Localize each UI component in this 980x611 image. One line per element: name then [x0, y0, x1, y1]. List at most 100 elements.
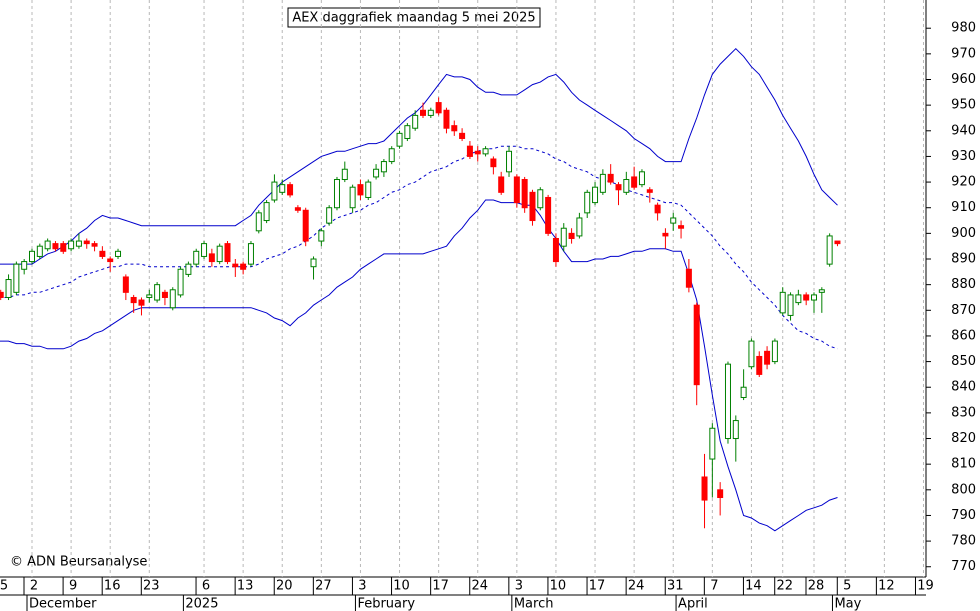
- candle-body: [5, 279, 12, 298]
- candle-body: [341, 168, 348, 181]
- candle-body: [685, 268, 692, 288]
- x-tick-label: 6: [202, 579, 210, 594]
- x-tick-label: 24: [628, 579, 645, 594]
- candle-body: [701, 476, 708, 501]
- candle-body: [662, 232, 669, 237]
- x-tick-label: 28: [808, 579, 825, 594]
- x-tick-label: 10: [550, 579, 567, 594]
- candle-body: [498, 176, 505, 193]
- candle-body: [678, 225, 685, 229]
- y-tick-label: 830: [951, 405, 976, 420]
- x-tick-label: 3: [515, 579, 523, 594]
- y-tick-label: 890: [951, 252, 976, 267]
- y-tick-label: 790: [951, 508, 976, 523]
- candle-body: [333, 179, 340, 209]
- y-tick-label: 820: [951, 431, 976, 446]
- candle-body: [107, 258, 114, 263]
- candle-body: [654, 204, 661, 214]
- y-tick-label: 910: [951, 200, 976, 215]
- y-tick-label: 860: [951, 328, 976, 343]
- candle-body: [459, 132, 466, 139]
- candle-body: [826, 235, 833, 265]
- y-tick-label: 840: [951, 380, 976, 395]
- x-tick-label: 10: [393, 579, 410, 594]
- candle-body: [21, 261, 28, 270]
- candle-body: [310, 258, 317, 268]
- candle-body: [506, 150, 513, 173]
- y-tick-label: 920: [951, 175, 976, 190]
- candle-body: [552, 237, 559, 263]
- candle-body: [537, 189, 544, 209]
- y-tick-label: 980: [951, 21, 976, 36]
- candle-body: [91, 243, 98, 247]
- band-middle: [0, 145, 838, 350]
- candle-body: [216, 245, 223, 263]
- x-tick-label: 31: [667, 579, 684, 594]
- candle-body: [177, 268, 184, 296]
- candle-body: [373, 168, 380, 178]
- candle-body: [724, 363, 731, 440]
- y-tick-label: 960: [951, 72, 976, 87]
- candle-body: [764, 350, 771, 365]
- candle-body: [44, 240, 51, 250]
- x-tick-label: 5: [843, 579, 851, 594]
- candle-body: [138, 299, 145, 306]
- x-tick-label: 22: [776, 579, 793, 594]
- candle-body: [279, 184, 286, 193]
- candle-body: [380, 161, 387, 173]
- candle-body: [615, 184, 622, 191]
- x-tick-label: 2: [30, 579, 38, 594]
- candle-body: [247, 243, 254, 265]
- candle-body: [52, 243, 59, 250]
- month-label: February: [357, 597, 415, 611]
- x-tick-label: 19: [917, 579, 934, 594]
- candle-body: [599, 173, 606, 193]
- candle-body: [638, 171, 645, 186]
- candle-body: [576, 217, 583, 237]
- candle-body: [529, 191, 536, 222]
- candle-body: [631, 176, 638, 188]
- x-tick-label: 7: [710, 579, 718, 594]
- candle-body: [349, 186, 356, 209]
- candle-body: [388, 148, 395, 163]
- candle-body: [36, 245, 43, 257]
- candle-body: [357, 184, 364, 196]
- x-tick-label: 16: [104, 579, 121, 594]
- candle-body: [263, 202, 270, 222]
- candle-body: [607, 173, 614, 183]
- candle-body: [521, 179, 528, 209]
- candle-body: [161, 291, 168, 298]
- candle-body: [779, 291, 786, 314]
- x-tick-label: 5: [0, 579, 8, 594]
- candle-body: [75, 240, 82, 247]
- x-tick-label: 12: [878, 579, 895, 594]
- candle-body: [482, 148, 489, 155]
- month-label: April: [678, 597, 708, 611]
- x-tick-label: 24: [471, 579, 488, 594]
- candle-body: [122, 276, 129, 293]
- y-tick-label: 950: [951, 98, 976, 113]
- x-tick-label: 17: [432, 579, 449, 594]
- candle-body: [771, 340, 778, 363]
- candle-body: [154, 284, 161, 301]
- candle-body: [201, 243, 208, 257]
- candle-body: [271, 181, 278, 201]
- month-label: December: [29, 597, 97, 611]
- candle-body: [584, 191, 591, 214]
- y-tick-label: 900: [951, 226, 976, 241]
- candle-body: [99, 250, 106, 257]
- candle-body: [513, 176, 520, 204]
- candle-body: [404, 125, 411, 139]
- y-tick-label: 780: [951, 534, 976, 549]
- x-tick-label: 13: [237, 579, 254, 594]
- candle-body: [732, 420, 739, 440]
- x-tick-label: 3: [358, 579, 366, 594]
- candle-body: [834, 240, 841, 245]
- candle-body: [709, 427, 716, 460]
- candle-body: [326, 207, 333, 224]
- y-tick-label: 800: [951, 482, 976, 497]
- candle-body: [568, 232, 575, 239]
- candle-body: [795, 294, 802, 304]
- candle-body: [240, 263, 247, 270]
